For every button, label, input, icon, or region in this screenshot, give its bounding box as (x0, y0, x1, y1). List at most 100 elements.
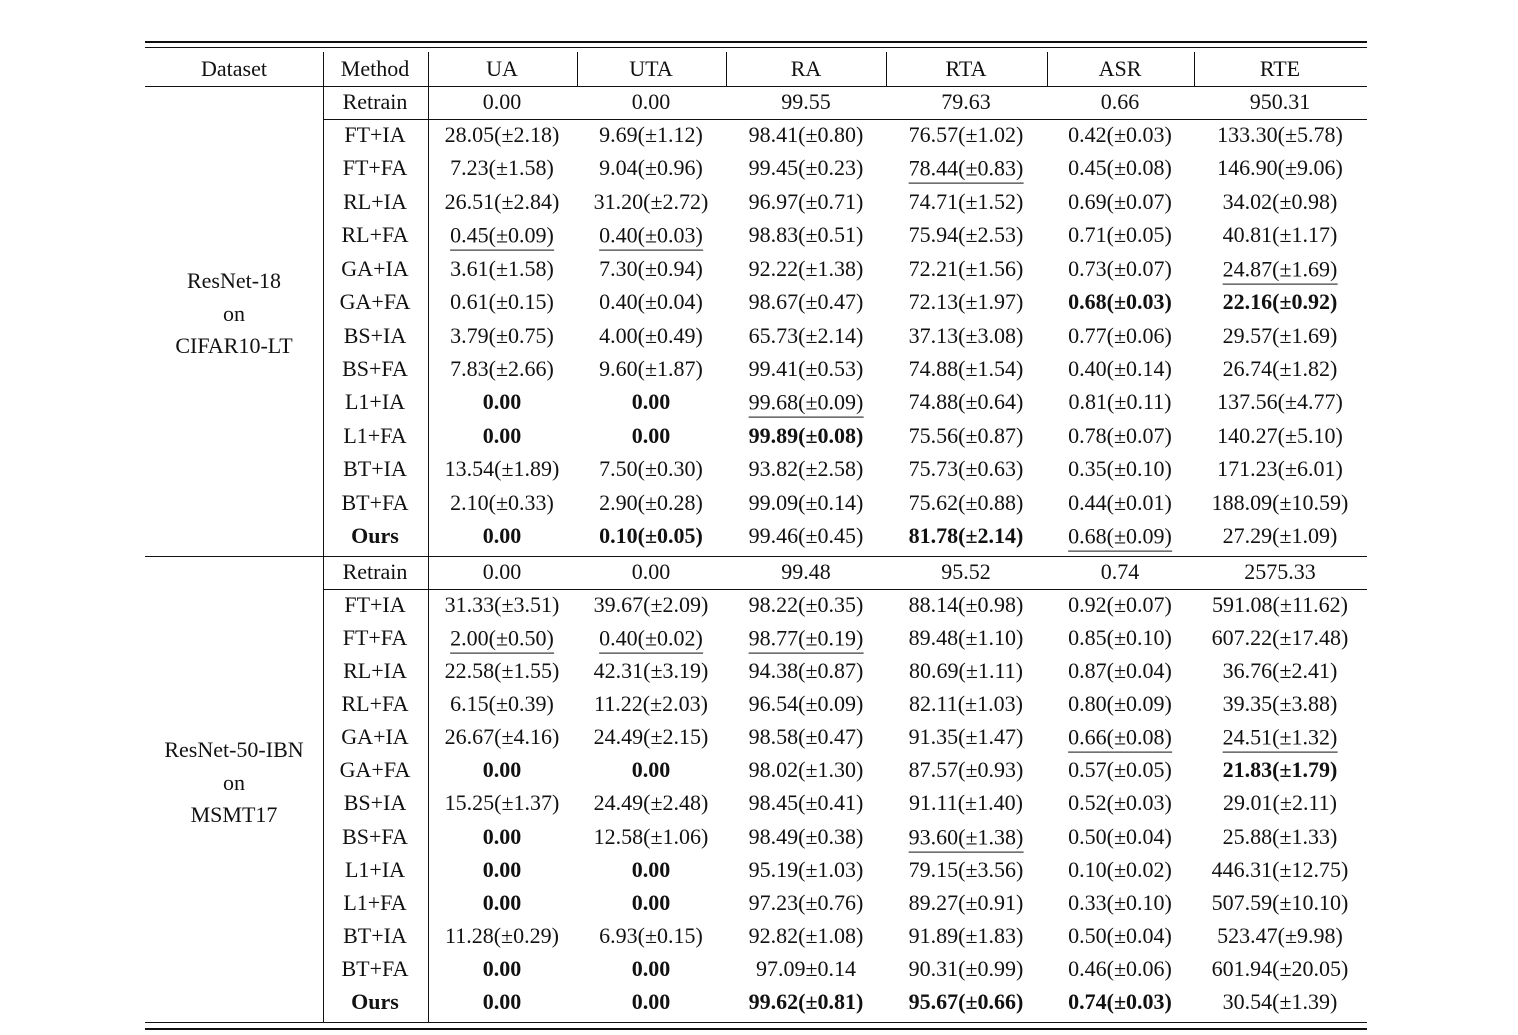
value-cell: 140.27(±5.10) (1217, 422, 1343, 448)
value-cell: 0.40(±0.02) (599, 627, 703, 654)
value-cell: 26.74(±1.82) (1222, 355, 1338, 381)
value-cell: 3.61(±1.58) (450, 255, 554, 281)
value-cell: 92.22(±1.38) (748, 255, 864, 281)
value-cell: 2.90(±0.28) (599, 489, 703, 515)
method-cell: Ours (351, 523, 399, 549)
method-cell: BT+FA (341, 489, 409, 515)
value-cell: 13.54(±1.89) (444, 456, 560, 482)
value-cell: 2.10(±0.33) (450, 489, 554, 515)
value-cell: 0.00 (631, 422, 671, 448)
method-cell: RL+FA (341, 222, 409, 248)
value-cell: 0.68(±0.03) (1068, 289, 1172, 315)
col-rule (1047, 52, 1049, 86)
value-cell: 0.00 (482, 559, 522, 584)
value-cell: 97.09±0.14 (755, 955, 857, 981)
value-cell: 27.29(±1.09) (1222, 523, 1338, 549)
value-cell: 88.14(±0.98) (908, 592, 1024, 617)
value-cell: 0.46(±0.06) (1068, 955, 1172, 981)
method-cell: BS+FA (342, 823, 408, 849)
value-cell: 95.52 (941, 559, 991, 584)
value-cell: 80.69(±1.11) (909, 658, 1023, 684)
value-cell: 0.00 (482, 988, 522, 1014)
header-cell: Dataset (201, 56, 267, 81)
value-cell: 0.44(±0.01) (1068, 489, 1172, 515)
col-rule (428, 52, 430, 1022)
col-rule (323, 52, 325, 1022)
value-cell: 89.48(±1.10) (908, 625, 1024, 651)
method-cell: Ours (351, 988, 399, 1014)
value-cell: 91.11(±1.40) (909, 790, 1023, 816)
value-cell: 75.62(±0.88) (908, 489, 1024, 515)
value-cell: 99.09(±0.14) (748, 489, 864, 515)
col-rule (577, 52, 579, 86)
value-cell: 24.49(±2.15) (593, 724, 709, 750)
value-cell: 146.90(±9.06) (1217, 155, 1343, 181)
value-cell: 99.48 (781, 559, 831, 584)
value-cell: 96.54(±0.09) (748, 691, 864, 717)
value-cell: 34.02(±0.98) (1222, 188, 1338, 214)
value-cell: 0.00 (482, 422, 522, 448)
header-cell: RTE (1259, 56, 1301, 81)
value-cell: 95.19(±1.03) (748, 856, 864, 882)
value-cell: 188.09(±10.59) (1211, 489, 1349, 515)
value-cell: 591.08(±11.62) (1212, 592, 1348, 617)
value-cell: 93.82(±2.58) (748, 456, 864, 482)
value-cell: 7.83(±2.66) (450, 355, 554, 381)
header-cell: UTA (629, 56, 673, 81)
value-cell: 75.73(±0.63) (908, 456, 1024, 482)
value-cell: 0.00 (482, 823, 522, 849)
value-cell: 601.94(±20.05) (1211, 955, 1349, 981)
method-cell: BT+IA (343, 456, 407, 482)
value-cell: 507.59(±10.10) (1211, 889, 1349, 915)
value-cell: 171.23(±6.01) (1217, 456, 1343, 482)
value-cell: 39.35(±3.88) (1222, 691, 1338, 717)
method-cell: GA+FA (339, 757, 411, 783)
value-cell: 65.73(±2.14) (748, 322, 864, 348)
header-cell: Method (340, 56, 410, 81)
value-cell: 36.76(±2.41) (1222, 658, 1338, 684)
value-cell: 99.45(±0.23) (748, 155, 864, 181)
value-cell: 0.00 (482, 523, 522, 549)
value-cell: 7.50(±0.30) (599, 456, 703, 482)
header-cell: RTA (945, 56, 987, 81)
header-cell: ASR (1098, 56, 1142, 81)
method-cell: L1+FA (343, 422, 407, 448)
value-cell: 0.00 (482, 757, 522, 783)
value-cell: 98.58(±0.47) (748, 724, 864, 750)
method-cell: L1+IA (344, 856, 406, 882)
value-cell: 0.00 (482, 389, 522, 415)
value-cell: 0.00 (631, 856, 671, 882)
method-cell: FT+FA (342, 155, 408, 181)
value-cell: 4.00(±0.49) (599, 322, 703, 348)
value-cell: 99.68(±0.09) (748, 391, 864, 418)
value-cell: 22.16(±0.92) (1222, 289, 1338, 315)
value-cell: 0.66 (1100, 89, 1140, 114)
value-cell: 0.40(±0.03) (599, 224, 703, 251)
value-cell: 89.27(±0.91) (908, 889, 1024, 915)
value-cell: 0.00 (631, 559, 671, 584)
method-cell: BS+IA (343, 790, 407, 816)
method-cell: BT+IA (343, 922, 407, 948)
value-cell: 0.69(±0.07) (1068, 188, 1172, 214)
method-cell: RL+IA (343, 658, 407, 684)
value-cell: 0.00 (482, 889, 522, 915)
value-cell: 25.88(±1.33) (1222, 823, 1338, 849)
dataset-label: MSMT17 (190, 802, 278, 827)
value-cell: 82.11(±1.03) (909, 691, 1023, 717)
value-cell: 0.40(±0.04) (599, 289, 703, 315)
value-cell: 29.01(±2.11) (1223, 790, 1337, 816)
value-cell: 2.00(±0.50) (450, 627, 554, 654)
method-cell: Retrain (342, 559, 408, 584)
value-cell: 0.57(±0.05) (1068, 757, 1172, 783)
value-cell: 0.74 (1100, 559, 1140, 584)
value-cell: 0.77(±0.06) (1068, 322, 1172, 348)
value-cell: 76.57(±1.02) (908, 122, 1024, 147)
value-cell: 98.49(±0.38) (748, 823, 864, 849)
value-cell: 0.80(±0.09) (1068, 691, 1172, 717)
value-cell: 98.02(±1.30) (748, 757, 864, 783)
method-cell: BT+FA (341, 955, 409, 981)
method-cell: GA+IA (341, 255, 409, 281)
value-cell: 95.67(±0.66) (908, 988, 1024, 1014)
dataset-label: on (223, 301, 245, 326)
value-cell: 0.52(±0.03) (1068, 790, 1172, 816)
